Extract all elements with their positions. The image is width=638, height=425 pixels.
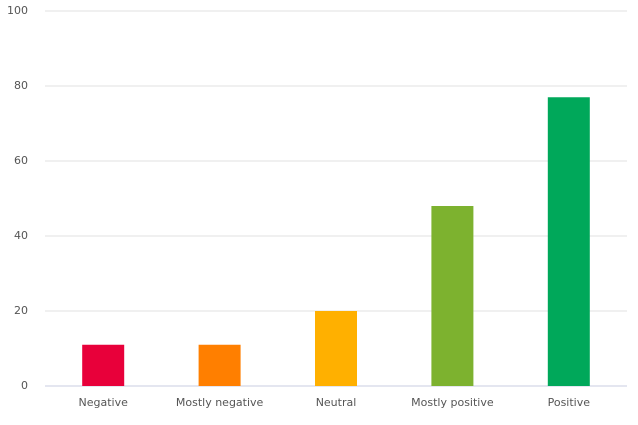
bar	[198, 344, 241, 386]
bar	[547, 97, 590, 386]
y-tick-label: 80	[14, 79, 28, 92]
bar	[315, 311, 357, 386]
x-tick-label: Neutral	[316, 396, 357, 409]
bar	[431, 206, 474, 386]
y-tick-label: 0	[21, 379, 28, 392]
y-tick-label: 100	[7, 4, 28, 17]
x-tick-label: Positive	[548, 396, 591, 409]
y-tick-label: 40	[14, 229, 28, 242]
y-tick-label: 60	[14, 154, 28, 167]
x-tick-label: Mostly negative	[176, 396, 264, 409]
x-tick-label: Mostly positive	[411, 396, 494, 409]
x-tick-label: Negative	[79, 396, 129, 409]
bar	[82, 344, 125, 386]
y-tick-label: 20	[14, 304, 28, 317]
